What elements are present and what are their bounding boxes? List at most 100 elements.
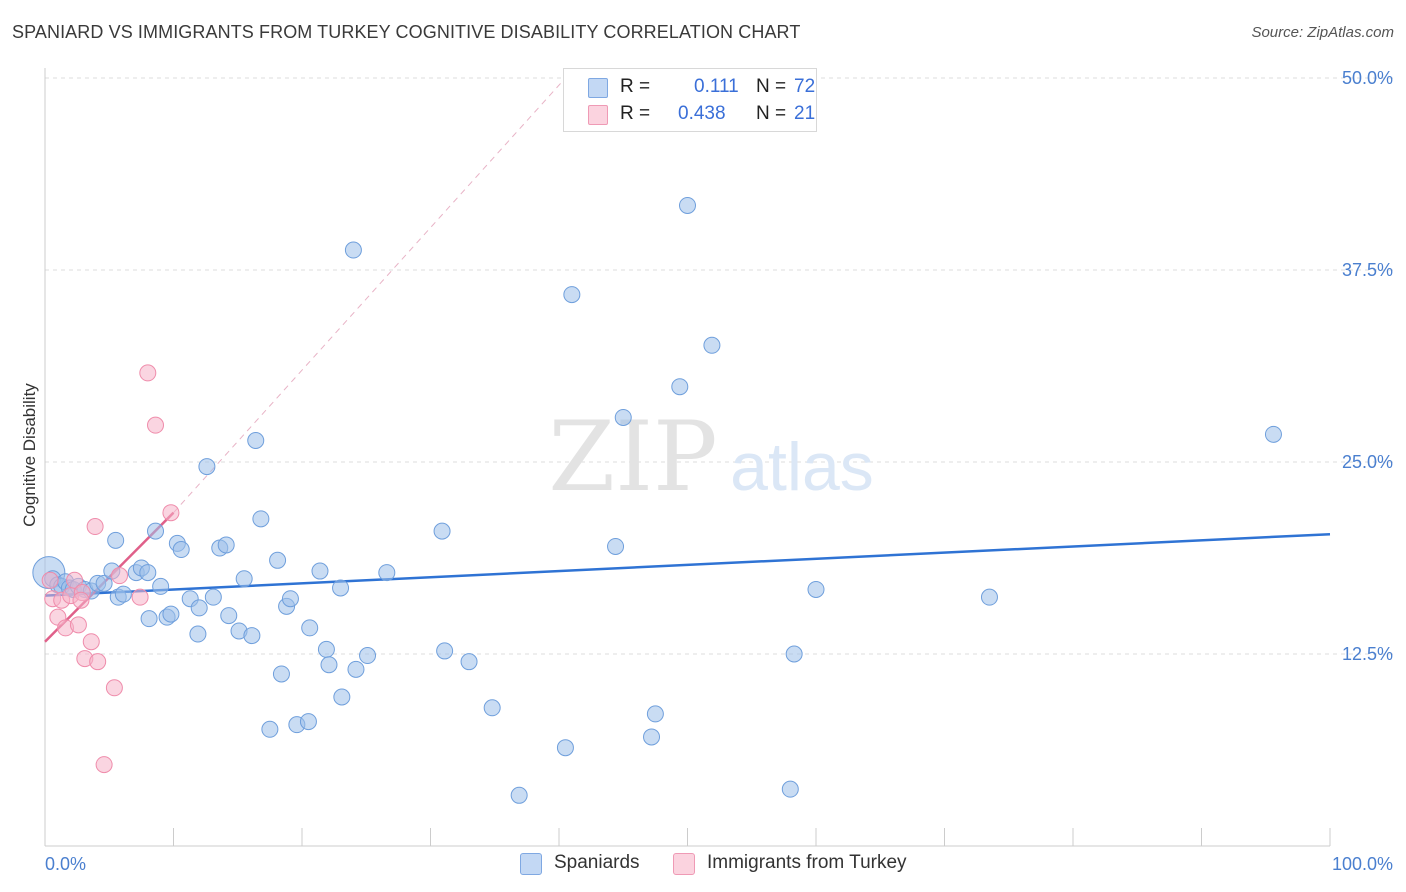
point-spaniards (217, 536, 235, 554)
legend-swatch-spaniards (588, 78, 608, 98)
point-spaniards (671, 378, 689, 396)
point-spaniards (436, 642, 454, 660)
y-tick-label: 37.5% (1342, 260, 1393, 280)
point-spaniards (785, 645, 803, 663)
point-spaniards (140, 610, 158, 628)
point-spaniards (261, 720, 279, 738)
point-turkey (131, 588, 149, 606)
source-note: Source: ZipAtlas.com (1251, 24, 1394, 41)
point-turkey (95, 756, 113, 774)
point-spaniards (152, 577, 170, 595)
gridlines (45, 77, 1393, 655)
point-spaniards (378, 564, 396, 582)
stats-legend: R = 0.111 N = 72 R = 0.438 N = 21 (563, 68, 817, 132)
point-spaniards (147, 522, 165, 540)
y-tick-label: 12.5% (1342, 644, 1393, 664)
point-spaniards (311, 562, 329, 580)
point-spaniards (204, 588, 222, 606)
bottom-legend-swatch-turkey (673, 853, 695, 875)
y-tick-label: 25.0% (1342, 452, 1393, 472)
bottom-legend-swatch-spaniards (520, 853, 542, 875)
point-spaniards (252, 510, 270, 528)
point-spaniards (235, 570, 253, 588)
point-spaniards (433, 522, 451, 540)
point-spaniards (556, 739, 574, 757)
point-spaniards (332, 579, 350, 597)
point-spaniards (347, 660, 365, 678)
legend-r-value: 0.111 (694, 76, 739, 97)
point-turkey (41, 571, 59, 589)
point-spaniards (643, 728, 661, 746)
point-spaniards (301, 619, 319, 637)
point-spaniards (646, 705, 664, 723)
y-tick-label: 50.0% (1342, 68, 1393, 88)
y-axis-label: Cognitive Disability (20, 383, 39, 527)
point-spaniards (807, 580, 825, 598)
point-spaniards (114, 585, 132, 603)
legend-n-label: N = (756, 76, 787, 97)
point-spaniards (190, 599, 208, 617)
x-tick-label: 100.0% (1332, 854, 1393, 874)
point-turkey (111, 567, 129, 585)
legend-r-value: 0.438 (678, 103, 726, 124)
point-spaniards (299, 713, 317, 731)
chart-title: SPANIARD VS IMMIGRANTS FROM TURKEY COGNI… (12, 22, 801, 42)
point-spaniards (980, 588, 998, 606)
point-turkey (89, 653, 107, 671)
axes (44, 68, 1331, 847)
watermark-atlas: atlas (730, 429, 874, 505)
point-spaniards (320, 656, 338, 674)
point-turkey (66, 571, 84, 589)
point-spaniards (317, 640, 335, 658)
point-spaniards (679, 196, 696, 214)
point-spaniards (344, 241, 362, 259)
point-spaniards (95, 574, 113, 592)
bottom-legend-label-spaniards: Spaniards (554, 852, 640, 873)
point-spaniards (269, 551, 287, 569)
legend-r-label: R = (620, 76, 651, 97)
trend-line-0 (44, 532, 1331, 597)
point-spaniards (220, 607, 238, 625)
point-spaniards (510, 786, 528, 804)
point-turkey (139, 364, 157, 382)
point-spaniards (162, 605, 180, 623)
point-spaniards (281, 590, 299, 608)
point-spaniards (247, 431, 265, 449)
trend-lines (44, 77, 1331, 643)
point-spaniards (107, 531, 125, 549)
data-points (32, 196, 1282, 804)
point-spaniards (359, 647, 377, 665)
point-spaniards (1264, 425, 1282, 443)
point-spaniards (781, 780, 799, 798)
legend-swatch-turkey (588, 105, 608, 125)
point-spaniards (189, 625, 207, 643)
legend-n-value: 21 (794, 103, 816, 124)
point-turkey (69, 616, 87, 634)
point-turkey (82, 633, 100, 651)
point-spaniards (460, 653, 478, 671)
point-spaniards (483, 699, 501, 717)
x-tick-label: 0.0% (45, 854, 86, 874)
tick-labels: 12.5% 25.0% 37.5% 50.0% 0.0% 100.0% (45, 68, 1393, 874)
point-spaniards (333, 688, 351, 706)
point-turkey (105, 679, 123, 697)
point-turkey (162, 504, 180, 522)
point-spaniards (172, 541, 190, 559)
point-turkey (72, 591, 90, 609)
legend-n-label: N = (756, 103, 787, 124)
bottom-legend-label-turkey: Immigrants from Turkey (707, 852, 907, 873)
legend-n-value: 72 (794, 76, 816, 97)
watermark-zip: ZIP (548, 401, 717, 513)
point-spaniards (563, 286, 581, 304)
point-turkey (147, 416, 165, 434)
point-spaniards (243, 627, 261, 645)
point-spaniards (272, 665, 290, 683)
point-spaniards (607, 537, 625, 555)
point-spaniards (139, 564, 157, 582)
point-spaniards (614, 408, 632, 426)
legend-r-label: R = (620, 103, 651, 124)
trend-extension-1 (173, 77, 566, 514)
point-spaniards (198, 458, 216, 476)
point-spaniards (703, 336, 721, 354)
